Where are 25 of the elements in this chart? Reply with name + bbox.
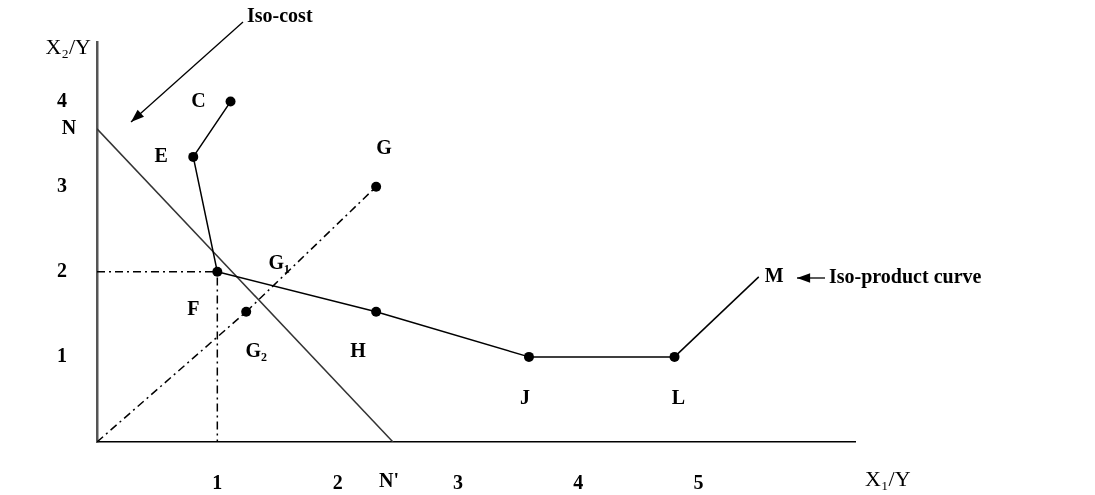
y-tick-label: 3 [57, 173, 67, 196]
x-tick-label: 1 [212, 471, 223, 494]
x-tick-label: 4 [573, 471, 584, 494]
y-tick-label: 4 [57, 88, 67, 111]
annotation: M [764, 264, 784, 287]
annotation: G₂ [245, 338, 267, 361]
annotation: G [376, 135, 393, 158]
annotation: F [187, 296, 200, 319]
annotation: H [350, 338, 367, 361]
annotation: L [671, 386, 686, 409]
x-tick-label: 5 [693, 471, 704, 494]
annotation: J [519, 386, 530, 409]
x-axis-title: X₁/Y [865, 465, 911, 491]
annotation: N [61, 115, 77, 138]
annotation: E [154, 144, 168, 167]
y-tick-label: 2 [57, 258, 67, 281]
x-tick-label: 3 [452, 471, 463, 494]
y-axis-title: X₂/Y [45, 33, 92, 59]
annotation: N' [378, 469, 399, 492]
text: Iso-cost [247, 4, 313, 27]
y-tick-label: 1 [57, 344, 67, 367]
annotation: G₁ [268, 250, 291, 273]
annotation: Iso-product curve [829, 265, 982, 289]
x-tick-label: 2 [332, 471, 343, 494]
annotation: C [191, 88, 206, 111]
